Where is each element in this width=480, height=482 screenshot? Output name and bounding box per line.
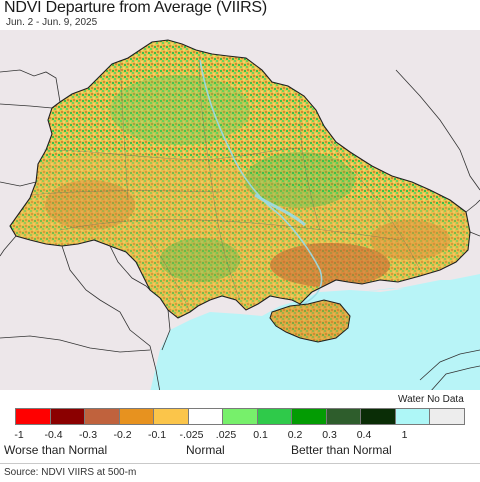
legend-swatch [118, 408, 154, 425]
legend-swatch [49, 408, 85, 425]
legend-tick-label: 0.3 [322, 429, 337, 441]
legend-swatch [222, 408, 258, 425]
legend-swatch [15, 408, 51, 425]
legend-tick-label: 1 [401, 429, 408, 441]
legend-swatch [394, 408, 430, 425]
legend-swatch [291, 408, 327, 425]
legend-swatch [187, 408, 223, 425]
legend-swatch [153, 408, 189, 425]
legend-tick-label: 0.1 [253, 429, 268, 441]
legend-tick-label: -.025 [179, 429, 204, 441]
legend-tick-label: 0.2 [287, 429, 303, 441]
legend-category-worse: Worse than Normal [4, 443, 108, 457]
legend-tick-label: .025 [215, 429, 237, 441]
legend-swatch [325, 408, 361, 425]
ndvi-map [0, 30, 480, 390]
legend-tick-label: 0.4 [356, 429, 372, 441]
legend-tick-label: -0.4 [44, 429, 63, 441]
legend-tick-label: -1 [14, 429, 24, 441]
legend-tick-label: -0.2 [113, 429, 132, 441]
legend-category-better: Better than Normal [291, 443, 392, 457]
legend-category-normal: Normal [186, 443, 225, 457]
legend-swatch [84, 408, 120, 425]
map-title: NDVI Departure from Average (VIIRS) [4, 0, 268, 16]
legend-nodata-label: Water No Data [398, 394, 464, 405]
legend-tick-label: -0.3 [78, 429, 98, 441]
legend-swatch [429, 408, 465, 425]
footer-divider [0, 463, 480, 464]
source-note: Source: NDVI VIIRS at 500-m [4, 467, 137, 478]
legend-tick-label: -0.1 [147, 429, 167, 441]
legend-swatch [256, 408, 292, 425]
legend-swatch [360, 408, 396, 425]
date-range: Jun. 2 - Jun. 9, 2025 [6, 17, 98, 28]
